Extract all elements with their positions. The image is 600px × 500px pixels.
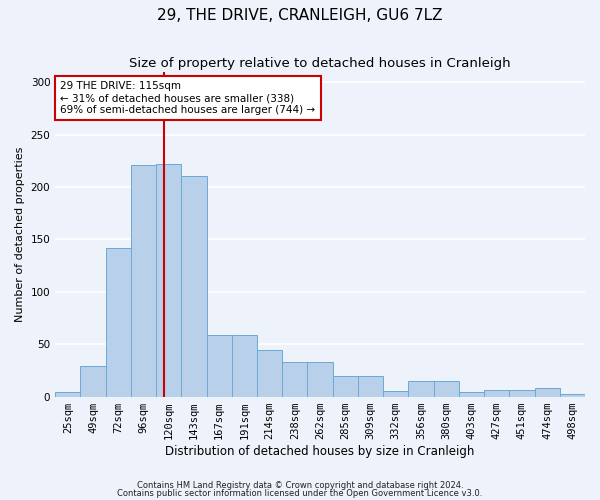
Bar — [80, 366, 106, 396]
Bar — [434, 381, 459, 396]
Bar — [55, 392, 80, 396]
Bar — [409, 381, 434, 396]
Bar — [282, 362, 307, 396]
Bar — [459, 392, 484, 396]
Bar — [509, 390, 535, 396]
Bar — [257, 350, 282, 397]
Bar — [131, 165, 156, 396]
Bar — [332, 376, 358, 396]
Text: 29 THE DRIVE: 115sqm
← 31% of detached houses are smaller (338)
69% of semi-deta: 29 THE DRIVE: 115sqm ← 31% of detached h… — [61, 82, 316, 114]
X-axis label: Distribution of detached houses by size in Cranleigh: Distribution of detached houses by size … — [166, 444, 475, 458]
Bar — [232, 334, 257, 396]
Bar — [181, 176, 206, 396]
Title: Size of property relative to detached houses in Cranleigh: Size of property relative to detached ho… — [129, 58, 511, 70]
Text: 29, THE DRIVE, CRANLEIGH, GU6 7LZ: 29, THE DRIVE, CRANLEIGH, GU6 7LZ — [157, 8, 443, 22]
Bar — [206, 334, 232, 396]
Y-axis label: Number of detached properties: Number of detached properties — [15, 146, 25, 322]
Bar — [560, 394, 585, 396]
Bar — [484, 390, 509, 396]
Bar — [383, 392, 409, 396]
Bar — [106, 248, 131, 396]
Text: Contains public sector information licensed under the Open Government Licence v3: Contains public sector information licen… — [118, 489, 482, 498]
Bar — [358, 376, 383, 396]
Bar — [307, 362, 332, 396]
Bar — [156, 164, 181, 396]
Text: Contains HM Land Registry data © Crown copyright and database right 2024.: Contains HM Land Registry data © Crown c… — [137, 480, 463, 490]
Bar — [535, 388, 560, 396]
